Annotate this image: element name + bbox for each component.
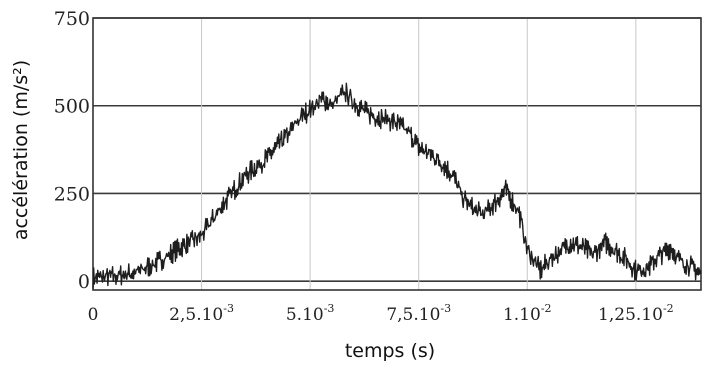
y-tick-label: 0 [78,271,90,293]
x-tick-base: 1,25.10 [598,305,663,325]
x-tick-label: 7,5.10-3 [386,302,451,325]
y-tick-label: 500 [54,96,90,118]
x-tick-label: 1.10-2 [503,302,552,325]
x-tick-base: 0 [88,305,99,325]
x-tick-base: 2,5.10 [169,305,223,325]
x-tick-base: 5.10 [286,305,324,325]
x-tick-exponent: -3 [440,302,451,315]
x-tick-label: 1,25.10-2 [598,302,674,325]
x-tick-base: 1.10 [503,305,541,325]
series-line [92,82,702,289]
x-tick-exponent: -3 [223,302,234,315]
x-tick-base: 7,5.10 [386,305,440,325]
x-tick-exponent: -2 [541,302,552,315]
x-tick-label: 5.10-3 [286,302,335,325]
x-tick-exponent: -2 [663,302,674,315]
y-axis-ticks: 0 250 500 750 [54,8,90,293]
y-tick-label: 750 [54,8,90,30]
x-tick-label: 2,5.10-3 [169,302,234,325]
x-tick-exponent: -3 [324,302,335,315]
plot-frame [92,17,702,291]
x-axis-ticks: 0 2,5.10-3 5.10-3 7,5.10-3 1.10-2 1,25.10-2 [88,302,674,325]
y-axis-label: accélération (m/s²) [10,60,32,240]
x-axis-label: temps (s) [345,340,435,362]
x-tick-label: 0 [88,305,99,325]
y-tick-label: 250 [54,183,90,205]
